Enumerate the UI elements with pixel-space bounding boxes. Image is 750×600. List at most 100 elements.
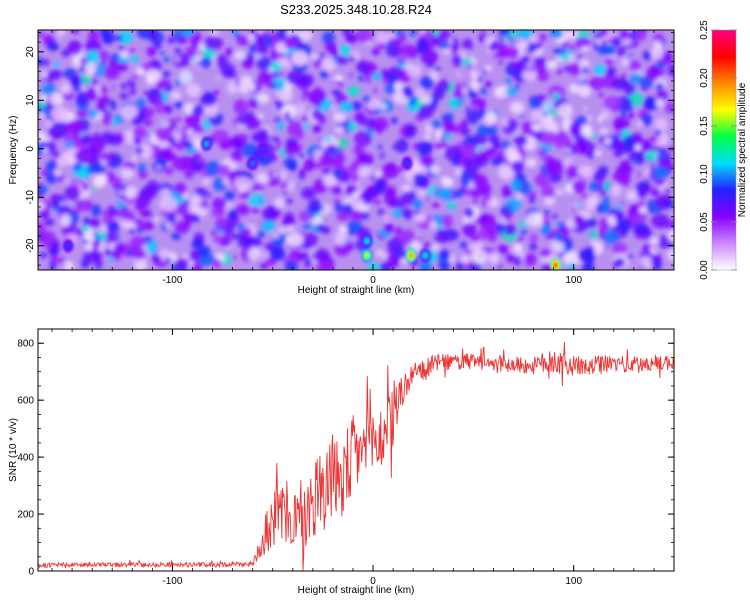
colorbar-tick-label: 0.10 <box>699 164 710 184</box>
heatmap-noise-blob <box>507 204 513 210</box>
heatmap-noise-blob <box>52 150 61 159</box>
heatmap-noise-blob <box>65 178 70 184</box>
heatmap-noise-blob <box>315 259 332 270</box>
heatmap-noise-blob <box>310 53 318 60</box>
heatmap-noise-blob <box>53 169 62 177</box>
heatmap-noise-blob <box>621 73 627 79</box>
heatmap-noise-blob <box>288 117 293 123</box>
heatmap-noise-blob <box>515 83 520 90</box>
heatmap-noise-blob <box>506 197 521 212</box>
heatmap-noise-blob <box>339 101 353 113</box>
heatmap-noise-blob <box>54 132 62 140</box>
heatmap-noise-blob <box>215 54 228 68</box>
heatmap-noise-blob <box>419 155 434 168</box>
heatmap-noise-blob <box>119 92 129 100</box>
heatmap-noise-blob <box>573 214 585 227</box>
heatmap-noise-blob <box>184 113 201 127</box>
heatmap-noise-blob <box>471 250 489 264</box>
heatmap-noise-blob <box>418 103 434 119</box>
heatmap-noise-blob <box>580 248 596 263</box>
heatmap-noise-blob <box>256 230 266 239</box>
heatmap-noise-blob <box>60 213 71 227</box>
heatmap-noise-blob <box>96 263 102 270</box>
heatmap-noise-blob <box>553 232 564 242</box>
heatmap-noise-blob <box>452 83 463 95</box>
heatmap-noise-blob <box>269 82 277 89</box>
heatmap-noise-blob <box>110 175 117 183</box>
heatmap-noise-blob <box>416 38 429 48</box>
heatmap-noise-blob <box>536 149 542 155</box>
heatmap-noise-blob <box>581 78 588 84</box>
heatmap-noise-blob <box>61 225 71 234</box>
heatmap-noise-blob <box>115 34 123 42</box>
heatmap-noise-blob <box>595 38 603 45</box>
heatmap-noise-blob <box>38 209 50 219</box>
heatmap-noise-blob <box>426 61 435 68</box>
heatmap-noise-blob <box>161 120 170 128</box>
heatmap-noise-blob <box>402 190 417 205</box>
heatmap-noise-blob <box>413 30 419 34</box>
heatmap-noise-blob <box>395 30 403 38</box>
heatmap-peak-ring <box>261 147 265 151</box>
heatmap-noise-blob <box>355 30 374 43</box>
heatmap-noise-blob <box>243 191 251 200</box>
heatmap-noise-blob <box>234 176 252 191</box>
heatmap-noise-blob <box>107 232 118 244</box>
heatmap-noise-blob <box>191 43 199 50</box>
heatmap-noise-blob <box>521 69 537 82</box>
heatmap-noise-blob <box>111 85 116 90</box>
heatmap-noise-blob <box>412 199 423 210</box>
heatmap-noise-blob <box>552 213 558 220</box>
heatmap-noise-blob <box>375 249 384 258</box>
colorbar-tick-label: 0.20 <box>699 68 710 88</box>
heatmap-noise-blob <box>583 106 588 112</box>
heatmap-noise-blob <box>634 212 647 223</box>
heatmap-noise-blob <box>69 74 82 85</box>
heatmap-noise-blob <box>308 198 322 213</box>
heatmap-noise-blob <box>364 75 373 83</box>
heatmap-noise-blob <box>552 241 565 254</box>
heatmap-noise-blob <box>373 241 377 246</box>
heatmap-noise-blob <box>347 86 360 97</box>
heatmap-noise-blob <box>468 239 483 253</box>
heatmap-noise-blob <box>236 114 251 126</box>
heatmap-noise-blob <box>635 30 647 42</box>
heatmap-noise-blob <box>394 227 402 234</box>
heatmap-noise-blob <box>628 52 633 57</box>
heatmap-noise-blob <box>256 153 272 166</box>
heatmap-noise-blob <box>136 147 143 154</box>
heatmap-noise-blob <box>517 30 534 40</box>
x-tick-label: -100 <box>162 576 182 587</box>
heatmap-noise-blob <box>424 124 434 135</box>
heatmap-noise-blob <box>238 75 254 91</box>
heatmap-noise-blob <box>636 121 643 127</box>
heatmap-noise-blob <box>209 30 220 37</box>
heatmap-noise-blob <box>641 255 652 270</box>
heatmap-noise-blob <box>168 213 175 221</box>
heatmap-noise-blob <box>282 217 296 228</box>
heatmap-noise-blob <box>302 241 311 249</box>
heatmap-noise-blob <box>226 80 239 95</box>
heatmap-noise-blob <box>337 55 349 65</box>
heatmap-noise-blob <box>581 124 586 130</box>
heatmap-noise-blob <box>146 240 158 254</box>
heatmap-noise-blob <box>163 56 170 63</box>
heatmap-peak-ring <box>405 161 409 166</box>
heatmap-noise-blob <box>222 231 234 240</box>
heatmap-noise-blob <box>470 79 480 91</box>
heatmap-noise-blob <box>174 101 183 109</box>
heatmap-noise-blob <box>477 124 488 136</box>
heatmap-noise-blob <box>594 64 606 75</box>
heatmap-noise-blob <box>294 103 306 116</box>
colorbar: 0.00 0.05 0.10 0.15 0.20 0.25 Normalized spec… <box>699 20 748 280</box>
heatmap-noise-blob <box>566 262 575 270</box>
heatmap-noise-blob <box>357 165 371 178</box>
heatmap-noise-blob <box>159 188 172 199</box>
heatmap-noise-blob <box>478 213 489 223</box>
heatmap-noise-blob <box>638 139 654 153</box>
heatmap-noise-blob <box>49 247 57 254</box>
heatmap-noise-blob <box>567 30 578 40</box>
heatmap-noise-blob <box>67 40 82 56</box>
heatmap-noise-blob <box>257 198 263 203</box>
heatmap-noise-blob <box>249 115 262 129</box>
